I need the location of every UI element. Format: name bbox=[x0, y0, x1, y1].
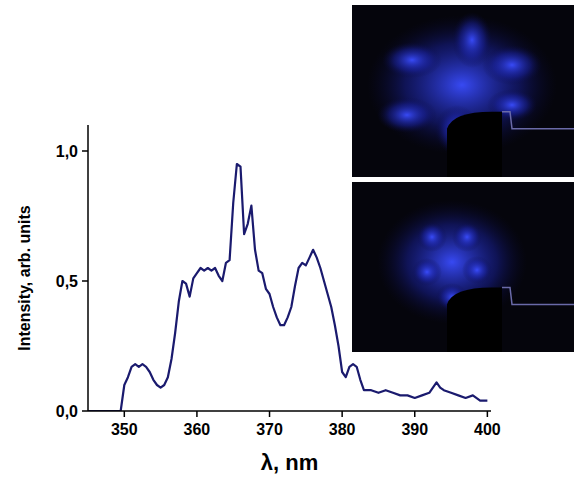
y-axis bbox=[87, 125, 89, 411]
y-tick bbox=[82, 150, 88, 152]
x-tick-label: 350 bbox=[111, 421, 138, 438]
x-tick-label: 380 bbox=[329, 421, 356, 438]
y-tick-label: 1,0 bbox=[56, 143, 78, 160]
y-axis-title: Intensity, arb. units bbox=[16, 205, 33, 351]
photo-inset bbox=[352, 5, 574, 177]
photo-inset bbox=[352, 182, 574, 352]
x-tick bbox=[341, 411, 343, 417]
x-tick bbox=[487, 411, 489, 417]
x-axis-title: λ, nm bbox=[261, 450, 318, 475]
x-tick-label: 360 bbox=[184, 421, 211, 438]
x-tick bbox=[269, 411, 271, 417]
x-tick-label: 370 bbox=[256, 421, 283, 438]
x-tick bbox=[196, 411, 198, 417]
x-tick bbox=[414, 411, 416, 417]
y-tick-label: 0,0 bbox=[56, 403, 78, 420]
chart: 350 360 370 380 390 400 0,0 0,5 1,0 λ, nm Intensit… bbox=[0, 0, 574, 481]
x-tick bbox=[124, 411, 126, 417]
y-tick bbox=[82, 280, 88, 282]
x-axis bbox=[88, 410, 491, 412]
y-tick-label: 0,5 bbox=[56, 273, 78, 290]
y-tick bbox=[82, 410, 88, 412]
x-tick-label: 390 bbox=[401, 421, 428, 438]
x-tick-label: 400 bbox=[474, 421, 501, 438]
